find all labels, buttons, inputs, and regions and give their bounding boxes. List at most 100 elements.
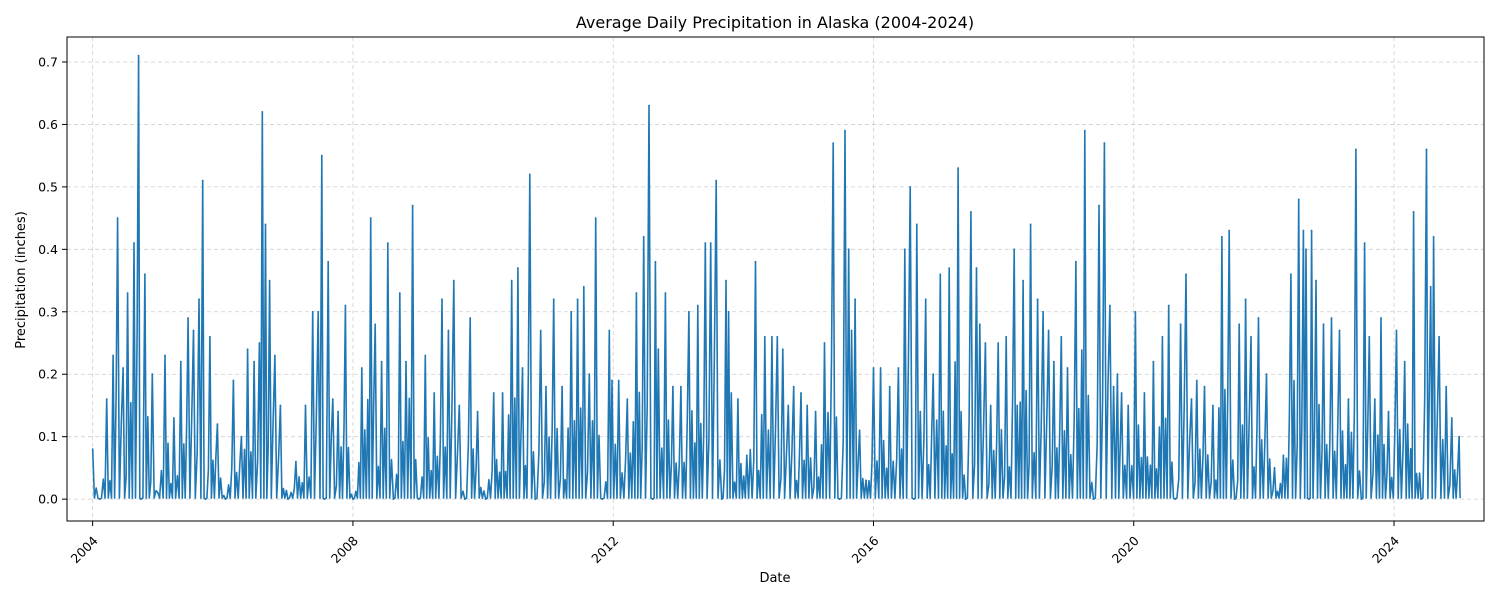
data-point — [897, 367, 900, 369]
data-point — [932, 373, 935, 376]
data-point — [1174, 498, 1176, 500]
data-point — [680, 385, 682, 388]
y-tick-label: 0.5 — [38, 179, 58, 194]
data-point — [642, 235, 645, 238]
data-point — [838, 498, 841, 500]
data-point — [888, 385, 891, 388]
data-point — [611, 379, 613, 382]
data-point — [151, 373, 154, 376]
data-point — [879, 367, 882, 369]
data-point — [201, 179, 204, 182]
data-point — [1103, 142, 1106, 145]
data-point — [1310, 229, 1313, 232]
data-point — [850, 329, 853, 332]
data-point — [763, 335, 766, 338]
data-point — [771, 335, 773, 338]
data-point — [447, 329, 450, 332]
data-point — [122, 367, 124, 369]
data-point — [832, 142, 835, 145]
data-point — [964, 498, 967, 500]
data-point — [187, 317, 190, 319]
data-point — [144, 273, 146, 276]
data-point — [1282, 454, 1285, 457]
data-point — [957, 167, 959, 170]
data-point — [989, 404, 992, 407]
data-point — [1116, 373, 1119, 376]
data-point — [458, 404, 461, 407]
data-point — [1387, 410, 1390, 413]
data-point — [323, 498, 326, 500]
data-point — [1355, 148, 1357, 151]
data-point — [664, 292, 667, 294]
data-point — [709, 242, 712, 245]
data-point — [369, 217, 372, 220]
data-point — [116, 217, 119, 220]
data-point — [164, 354, 166, 357]
data-point — [1005, 335, 1008, 338]
data-point — [1302, 229, 1305, 232]
data-point — [792, 385, 795, 388]
data-point — [1395, 329, 1398, 332]
data-point — [463, 498, 466, 500]
data-point — [939, 273, 942, 276]
data-point — [126, 292, 129, 294]
data-point — [352, 498, 354, 500]
data-point — [720, 498, 723, 500]
data-point — [198, 298, 200, 301]
data-point — [601, 498, 604, 500]
data-point — [1338, 329, 1341, 332]
data-point — [140, 498, 142, 500]
data-point — [216, 423, 219, 426]
data-point — [517, 267, 519, 269]
data-point — [552, 298, 555, 301]
data-point — [253, 360, 256, 363]
data-point — [91, 448, 94, 451]
data-point — [112, 354, 114, 357]
data-point — [924, 298, 927, 301]
data-point — [1066, 367, 1069, 369]
data-point — [1403, 360, 1406, 363]
data-point — [1152, 360, 1155, 363]
data-point — [476, 410, 479, 413]
data-point — [1109, 304, 1111, 307]
data-point — [576, 298, 579, 301]
data-point — [279, 404, 282, 407]
data-point — [1134, 310, 1137, 313]
data-point — [776, 335, 779, 338]
data-point — [570, 310, 573, 313]
y-tick-label: 0.7 — [38, 54, 58, 69]
data-point — [105, 398, 108, 401]
data-point — [452, 279, 455, 282]
data-point — [1075, 260, 1077, 263]
x-tick-label: 2008 — [328, 533, 361, 566]
data-point — [424, 354, 427, 357]
data-point — [1432, 235, 1435, 238]
data-point — [173, 417, 175, 419]
data-point — [510, 279, 513, 282]
data-point — [1412, 211, 1415, 213]
data-point — [327, 260, 330, 263]
data-point — [844, 129, 846, 132]
data-point — [1013, 248, 1016, 251]
data-point — [847, 248, 850, 251]
data-point — [133, 242, 135, 245]
data-point — [344, 304, 347, 307]
data-point — [1036, 298, 1039, 301]
data-point — [725, 279, 727, 282]
data-point — [274, 354, 276, 357]
data-point — [1127, 404, 1130, 407]
plot-frame — [66, 36, 1485, 522]
data-point — [800, 392, 802, 394]
data-point — [608, 329, 611, 332]
data-point — [588, 373, 591, 376]
data-point — [1438, 335, 1440, 338]
data-point — [331, 398, 334, 401]
data-point — [295, 460, 297, 463]
data-point — [317, 310, 320, 313]
data-point — [264, 223, 267, 226]
data-point — [1203, 385, 1206, 388]
data-point — [715, 179, 718, 182]
data-point — [1190, 398, 1193, 401]
data-point — [781, 348, 784, 351]
